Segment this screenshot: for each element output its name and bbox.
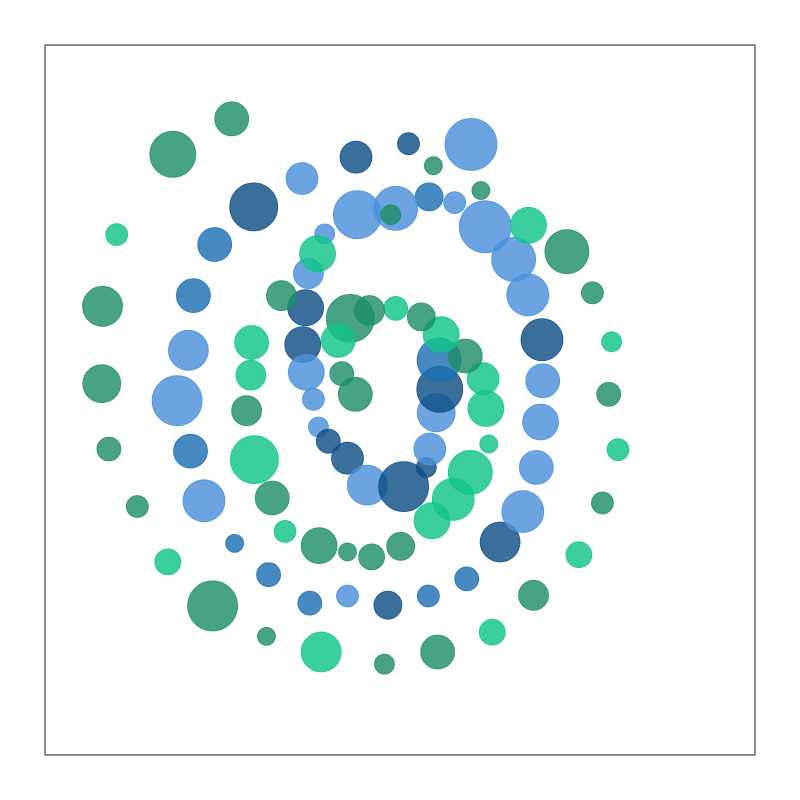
points-layer: [82, 101, 630, 675]
data-point-92: [447, 338, 483, 374]
data-point-17: [454, 566, 480, 592]
data-point-74: [299, 235, 337, 273]
data-point-25: [491, 236, 536, 282]
data-point-9: [173, 433, 208, 469]
data-point-64: [591, 491, 614, 515]
data-point-65: [606, 438, 630, 462]
data-point-6: [175, 278, 211, 314]
data-point-19: [501, 490, 545, 533]
data-point-51: [82, 285, 123, 327]
data-point-83: [338, 542, 357, 562]
data-point-38: [315, 428, 341, 454]
data-point-36: [301, 387, 325, 411]
data-point-49: [149, 130, 197, 178]
data-point-2: [339, 140, 373, 174]
data-point-56: [187, 580, 239, 632]
plot-frame: [44, 44, 756, 756]
data-point-95: [383, 295, 409, 321]
data-point-0: [444, 117, 498, 171]
data-point-94: [406, 302, 436, 332]
data-point-79: [229, 435, 279, 485]
data-point-78: [231, 395, 263, 427]
data-point-39: [331, 441, 364, 475]
data-point-91: [466, 362, 500, 396]
data-point-81: [273, 520, 297, 543]
data-point-27: [443, 191, 467, 215]
data-point-88: [447, 449, 493, 495]
data-point-16: [416, 584, 440, 608]
data-point-3: [285, 162, 319, 195]
data-point-77: [235, 359, 267, 391]
data-point-5: [197, 227, 233, 262]
data-point-8: [151, 375, 203, 427]
data-point-35: [287, 353, 325, 391]
data-point-22: [525, 363, 561, 399]
data-point-80: [254, 480, 290, 516]
data-point-10: [182, 479, 226, 523]
data-point-60: [420, 634, 456, 670]
data-point-14: [336, 584, 359, 608]
data-point-43: [413, 432, 447, 466]
data-point-30: [332, 190, 382, 240]
data-point-1: [397, 132, 420, 156]
data-point-20: [518, 449, 554, 485]
data-point-41: [378, 461, 430, 513]
data-point-48: [214, 101, 250, 137]
data-point-70: [510, 206, 547, 244]
data-point-98: [320, 322, 356, 358]
data-point-69: [544, 229, 590, 275]
data-point-72: [423, 156, 443, 176]
data-point-4: [229, 182, 279, 232]
data-point-66: [596, 381, 622, 407]
data-point-18: [479, 521, 521, 563]
data-point-52: [82, 364, 122, 404]
data-point-53: [96, 436, 122, 462]
data-point-26: [458, 200, 512, 254]
data-point-73: [380, 204, 402, 226]
data-point-67: [601, 331, 622, 353]
data-point-15: [373, 590, 403, 620]
data-point-61: [478, 618, 506, 646]
data-point-11: [225, 534, 245, 553]
data-point-13: [297, 590, 323, 616]
data-point-90: [467, 390, 505, 427]
data-point-89: [479, 434, 499, 454]
data-point-63: [565, 541, 593, 569]
data-point-7: [167, 329, 209, 371]
data-point-55: [154, 548, 182, 576]
data-point-58: [300, 631, 342, 673]
data-point-85: [386, 531, 416, 561]
data-point-100: [337, 376, 373, 412]
data-point-68: [581, 281, 604, 305]
data-point-59: [373, 653, 395, 675]
data-point-57: [257, 627, 276, 646]
data-point-84: [358, 543, 386, 571]
data-point-82: [300, 527, 338, 564]
data-point-76: [234, 325, 270, 360]
data-point-50: [105, 223, 129, 247]
data-point-28: [414, 182, 444, 212]
data-point-21: [522, 403, 559, 441]
data-point-75: [265, 280, 297, 312]
data-point-71: [471, 181, 491, 200]
data-point-12: [256, 562, 282, 588]
data-point-62: [518, 579, 549, 611]
data-point-23: [520, 318, 564, 362]
data-point-54: [125, 495, 149, 518]
